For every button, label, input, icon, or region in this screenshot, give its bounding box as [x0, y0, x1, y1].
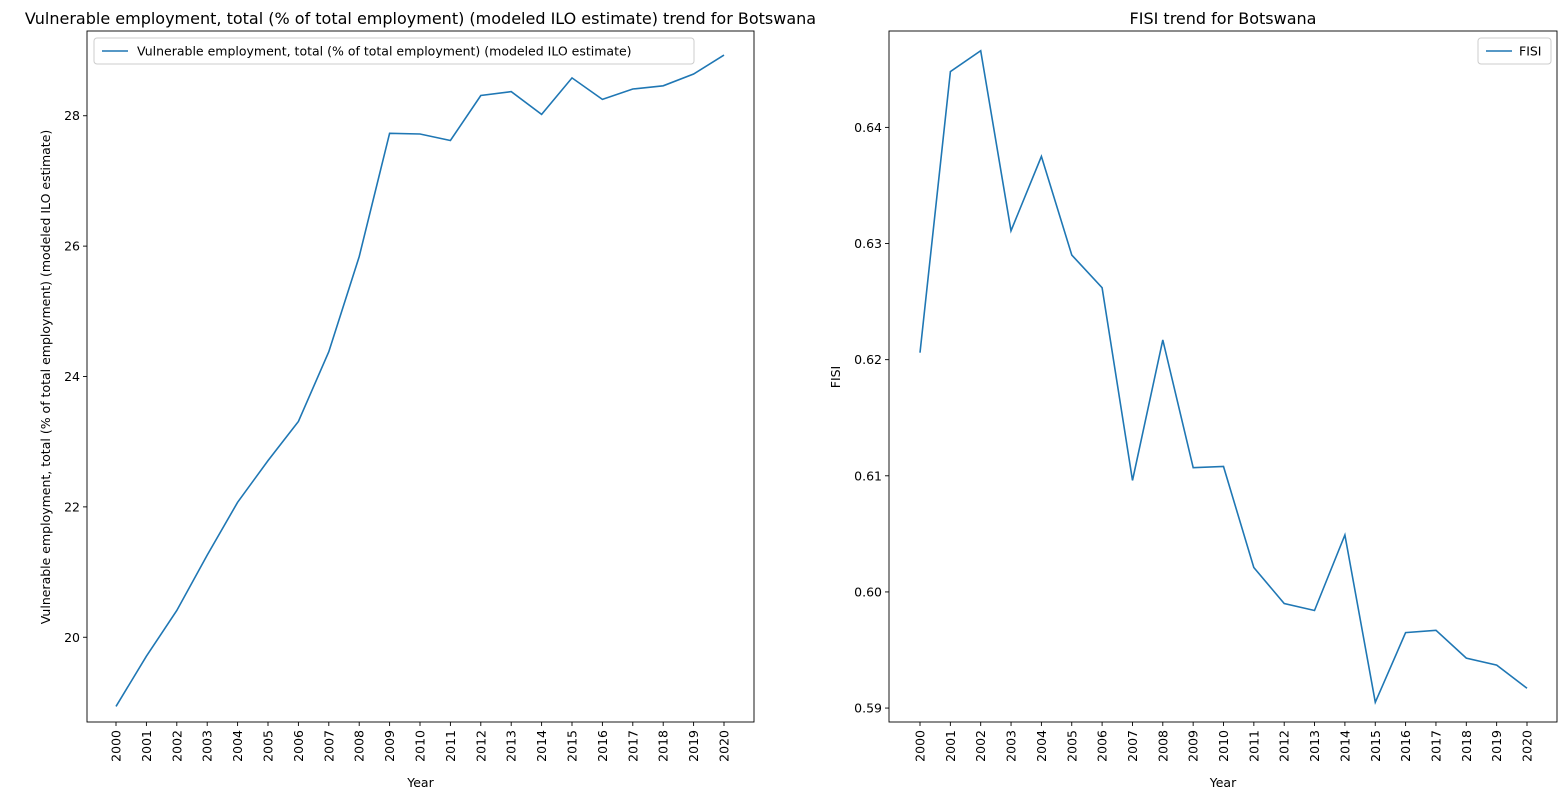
x-tick-label: 2014: [1337, 730, 1352, 762]
x-tick-label: 2008: [1155, 730, 1170, 762]
y-tick-label: 28: [64, 108, 80, 123]
y-axis-label: FISI: [828, 366, 843, 389]
x-tick-label: 2003: [200, 730, 215, 762]
x-tick-label: 2004: [230, 730, 245, 762]
x-tick-label: 2002: [973, 730, 988, 762]
x-tick-label: 2003: [1004, 730, 1019, 762]
x-tick-label: 2000: [109, 730, 124, 762]
y-tick-label: 20: [64, 630, 80, 645]
x-tick-label: 2006: [1095, 730, 1110, 762]
y-tick-label: 22: [64, 499, 80, 514]
x-tick-label: 2000: [913, 730, 928, 762]
x-tick-label: 2001: [139, 730, 154, 762]
x-tick-label: 2009: [1186, 730, 1201, 762]
chart-title: FISI trend for Botswana: [1130, 9, 1317, 28]
x-tick-label: 2008: [352, 730, 367, 762]
x-tick-label: 2005: [261, 730, 276, 762]
x-tick-label: 2016: [595, 730, 610, 762]
x-tick-label: 2005: [1064, 730, 1079, 762]
y-tick-label: 24: [64, 369, 80, 384]
x-tick-label: 2015: [1368, 730, 1383, 762]
x-tick-label: 2020: [1520, 730, 1535, 762]
plot-area: [889, 31, 1557, 722]
x-tick-label: 2018: [1459, 730, 1474, 762]
y-axis-label: Vulnerable employment, total (% of total…: [38, 130, 53, 625]
x-tick-label: 2012: [1277, 730, 1292, 762]
y-tick-label: 26: [64, 239, 80, 254]
chart-fisi: FISI trend for Botswana 2000 2001 2002 2003…: [828, 9, 1558, 790]
y-axis-ticks: 20 22 24 26 28: [64, 108, 87, 645]
x-tick-label: 2019: [686, 730, 701, 762]
x-tick-label: 2017: [1428, 730, 1443, 762]
x-tick-label: 2013: [1307, 730, 1322, 762]
y-tick-label: 0.64: [854, 120, 882, 135]
chart-vulnerable-employment: Vulnerable employment, total (% of total…: [25, 9, 816, 790]
x-axis-ticks: 2000 2001 2002 2003 2004 2005 2006 2007 2008 2009…: [109, 722, 732, 762]
x-axis-label: Year: [406, 775, 434, 790]
plot-area: [87, 31, 754, 722]
x-tick-label: 2020: [717, 730, 732, 762]
x-tick-label: 2012: [473, 730, 488, 762]
series-line: [115, 54, 725, 707]
x-tick-label: 2017: [625, 730, 640, 762]
x-axis-ticks: 2000 2001 2002 2003 2004 2005 2006 2007 2008 2009…: [913, 722, 1535, 762]
x-tick-label: 2010: [1216, 730, 1231, 762]
x-tick-label: 2004: [1034, 730, 1049, 762]
legend: Vulnerable employment, total (% of total…: [93, 37, 695, 65]
x-tick-label: 2001: [943, 730, 958, 762]
plot-frame: [888, 30, 1558, 723]
x-tick-label: 2010: [413, 730, 428, 762]
x-tick-label: 2013: [504, 730, 519, 762]
legend-label: Vulnerable employment, total (% of total…: [137, 44, 632, 59]
x-tick-label: 2015: [565, 730, 580, 762]
plot-frame: [86, 30, 755, 723]
x-tick-label: 2002: [169, 730, 184, 762]
x-tick-label: 2009: [382, 730, 397, 762]
x-tick-label: 2007: [1125, 730, 1140, 762]
x-tick-label: 2007: [321, 730, 336, 762]
x-tick-label: 2006: [291, 730, 306, 762]
y-tick-label: 0.60: [854, 584, 882, 599]
y-axis-ticks: 0.59 0.60 0.61 0.62 0.63 0.64: [854, 120, 889, 716]
x-tick-label: 2011: [1246, 730, 1261, 762]
legend-frame: [93, 37, 695, 65]
x-tick-label: 2011: [443, 730, 458, 762]
series-line: [919, 49, 1528, 706]
legend-label: FISI: [1519, 44, 1542, 59]
y-tick-label: 0.62: [854, 352, 882, 367]
legend: FISI: [1477, 37, 1552, 65]
x-tick-label: 2014: [534, 730, 549, 762]
x-tick-label: 2016: [1398, 730, 1413, 762]
x-tick-label: 2018: [656, 730, 671, 762]
x-tick-label: 2019: [1489, 730, 1504, 762]
y-tick-label: 0.63: [854, 236, 882, 251]
chart-title: Vulnerable employment, total (% of total…: [25, 9, 816, 28]
x-axis-label: Year: [1209, 775, 1237, 790]
y-tick-label: 0.61: [854, 468, 882, 483]
legend-frame: [1477, 37, 1552, 65]
y-tick-label: 0.59: [854, 701, 882, 716]
